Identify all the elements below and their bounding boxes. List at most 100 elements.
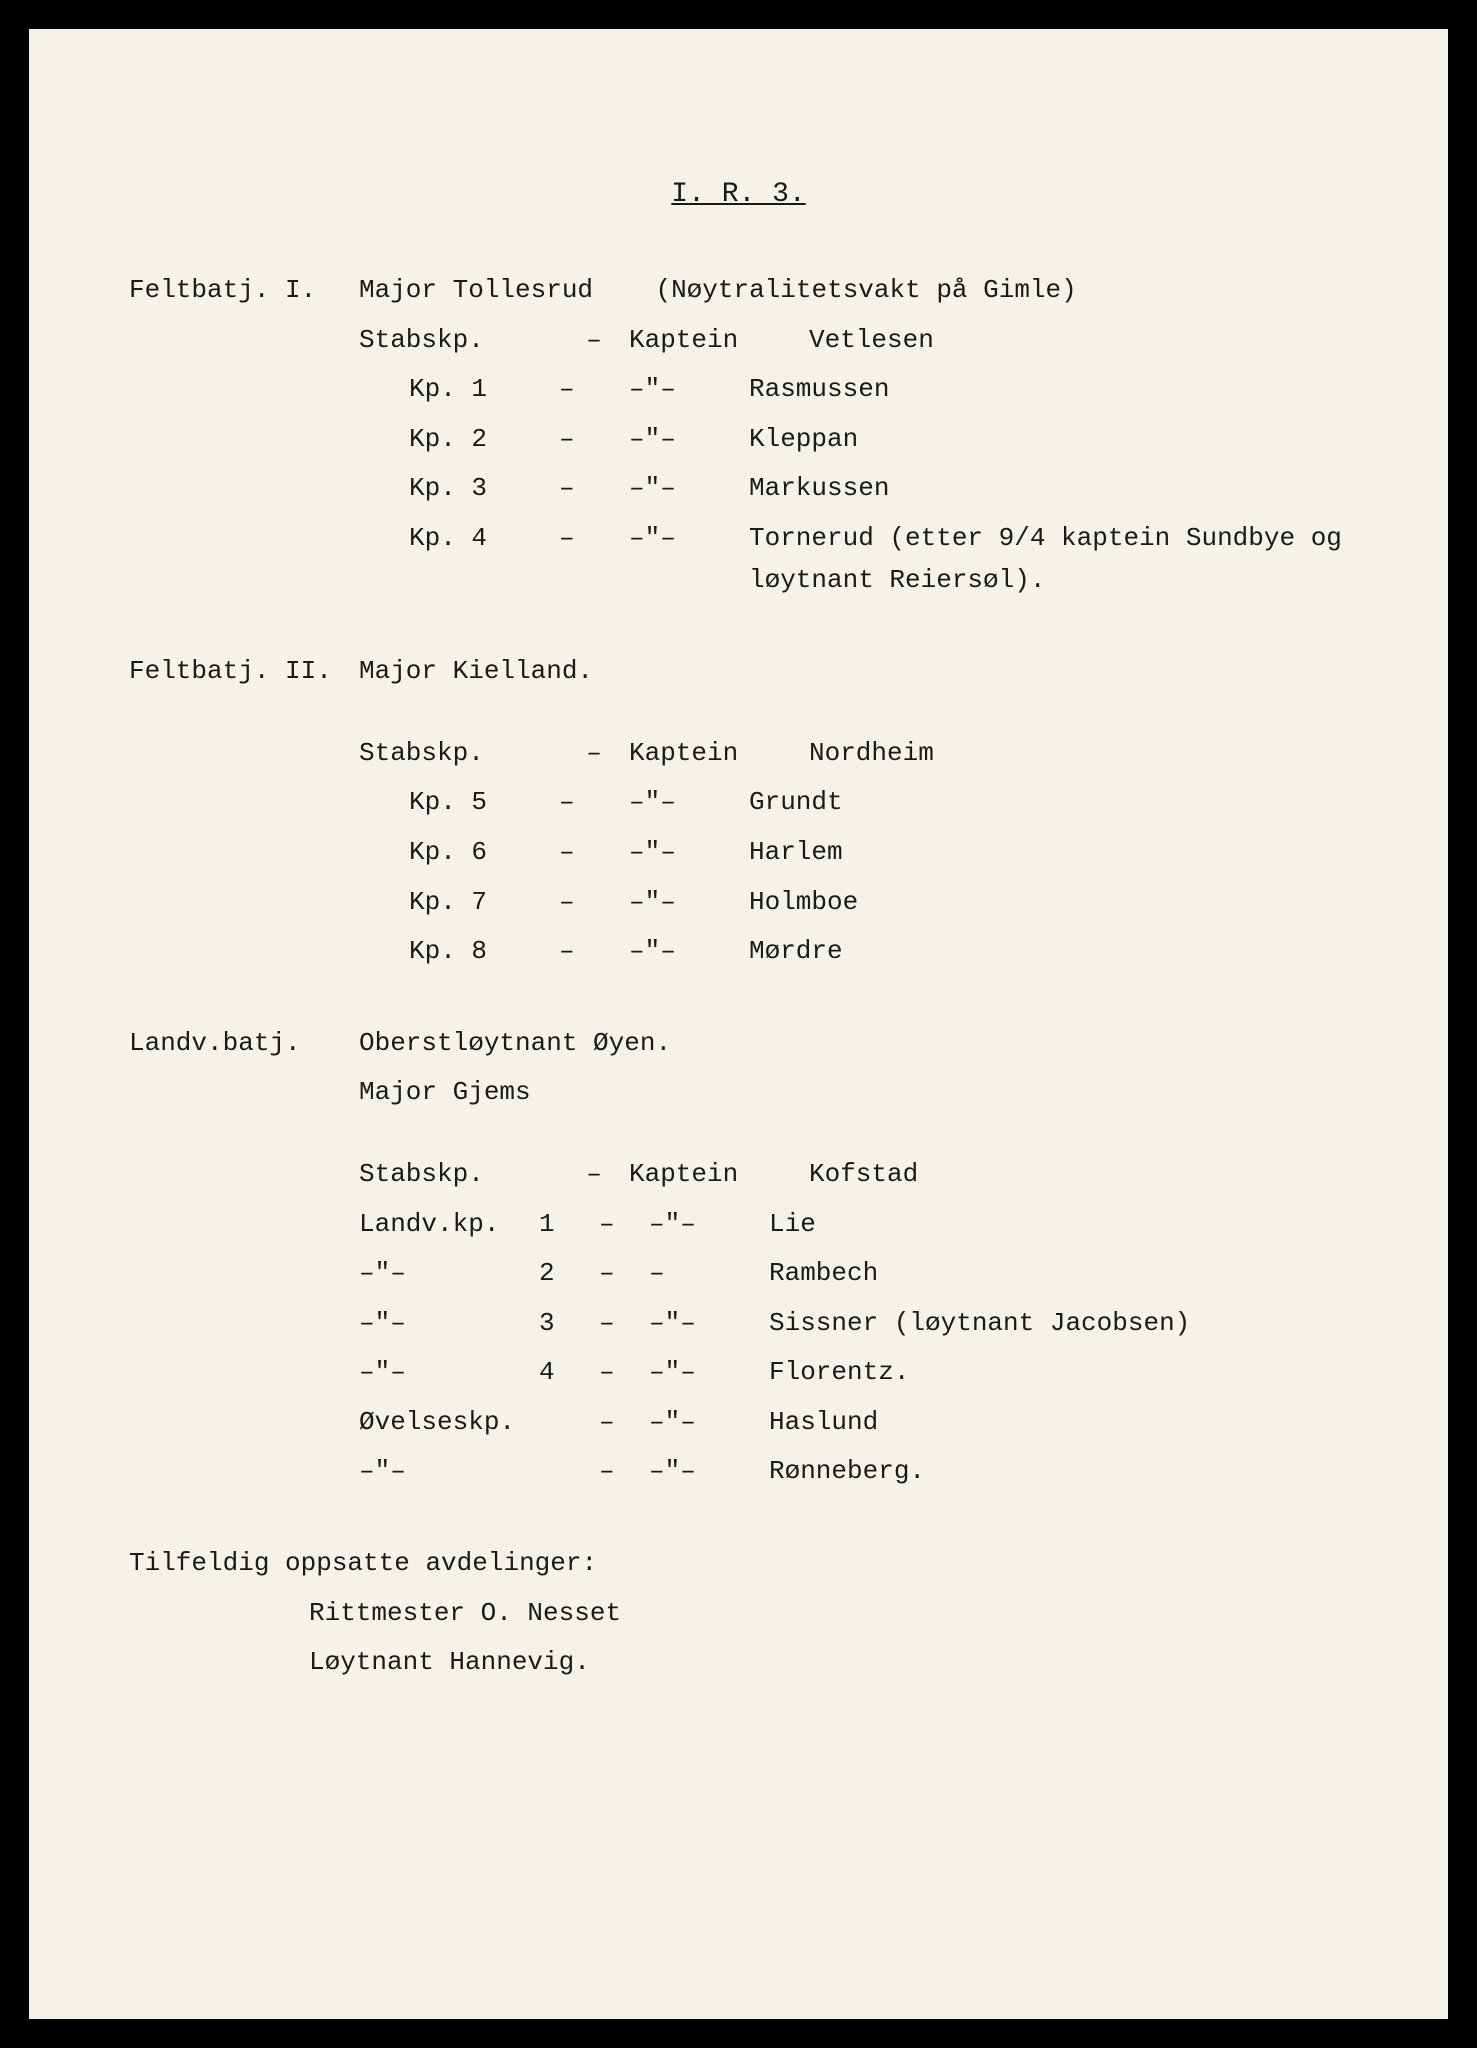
battalion-2-label: Feltbatj. II. (129, 651, 359, 693)
landvern-commander-2-row: Major Gjems (129, 1072, 1348, 1114)
ditto: –"– (629, 468, 749, 510)
company-row: Kp. 2––"–Kleppan (129, 419, 1348, 461)
dash: – (559, 733, 629, 775)
staff-name: Kofstad (809, 1154, 1348, 1196)
landvern-company-num: 1 (539, 1204, 599, 1246)
landvern-company-label: –"– (359, 1352, 539, 1394)
ditto: –"– (649, 1402, 769, 1444)
footer-line-2: Løytnant Hannevig. (129, 1642, 1348, 1684)
document-page: I. R. 3. Feltbatj. I. Major Tollesrud (N… (29, 29, 1448, 2019)
landvern-company-name: Rambech (769, 1253, 1348, 1295)
landvern-commander-1: Oberstløytnant Øyen. (359, 1023, 1348, 1065)
landvern-company-label: –"– (359, 1253, 539, 1295)
company-label: Kp. 8 (409, 931, 559, 973)
ditto: –"– (629, 518, 749, 601)
company-label: Kp. 7 (409, 882, 559, 924)
battalion-2-commander: Major Kielland. (359, 651, 1348, 693)
landvern-company-name: Lie (769, 1204, 1348, 1246)
battalion-1-section: Feltbatj. I. Major Tollesrud (Nøytralite… (129, 270, 1348, 601)
staff-unit-label: Stabskp. (359, 320, 559, 362)
company-name: Kleppan (749, 419, 1348, 461)
company-label: Kp. 5 (409, 782, 559, 824)
exercise-company-row: Øvelseskp.––"–Haslund (129, 1402, 1348, 1444)
company-row: Kp. 3––"–Markussen (129, 468, 1348, 510)
dash: – (559, 931, 629, 973)
dash: – (559, 320, 629, 362)
landvern-section: Landv.batj. Oberstløytnant Øyen. Major G… (129, 1023, 1348, 1493)
battalion-1-commander: Major Tollesrud (Nøytralitetsvakt på Gim… (359, 270, 1348, 312)
landvern-company-name: Florentz. (769, 1352, 1348, 1394)
battalion-1-staff: Stabskp. – Kaptein Vetlesen (129, 320, 1348, 362)
battalion-2-section: Feltbatj. II. Major Kielland. Stabskp. –… (129, 651, 1348, 973)
commander-name: Major Tollesrud (359, 275, 593, 305)
company-name: Holmboe (749, 882, 1348, 924)
company-row: Kp. 5––"–Grundt (129, 782, 1348, 824)
footer-heading: Tilfeldig oppsatte avdelinger: (129, 1543, 1348, 1585)
landvern-company-label: Landv.kp. (359, 1204, 539, 1246)
landvern-header: Landv.batj. Oberstløytnant Øyen. (129, 1023, 1348, 1065)
footer-line-1: Rittmester O. Nesset (129, 1593, 1348, 1635)
company-name: Rasmussen (749, 369, 1348, 411)
dash: – (599, 1303, 649, 1345)
ditto-or-dash: –"– (649, 1204, 769, 1246)
ditto: –"– (629, 419, 749, 461)
company-row: Kp. 7––"–Holmboe (129, 882, 1348, 924)
landvern-staff: Stabskp. – Kaptein Kofstad (129, 1154, 1348, 1196)
staff-name: Vetlesen (809, 320, 1348, 362)
landvern-company-num: 4 (539, 1352, 599, 1394)
landvern-company-row: Landv.kp.1––"–Lie (129, 1204, 1348, 1246)
ditto: –"– (629, 782, 749, 824)
commander-note: (Nøytralitetsvakt på Gimle) (655, 275, 1076, 305)
landvern-company-label: –"– (359, 1303, 539, 1345)
company-row: Kp. 1––"–Rasmussen (129, 369, 1348, 411)
staff-rank: Kaptein (629, 1154, 809, 1196)
landvern-commander-2: Major Gjems (359, 1072, 1348, 1114)
landvern-company-row: –"–3––"–Sissner (løytnant Jacobsen) (129, 1303, 1348, 1345)
ditto: –"– (629, 369, 749, 411)
battalion-1-label: Feltbatj. I. (129, 270, 359, 312)
battalion-2-header: Feltbatj. II. Major Kielland. (129, 651, 1348, 693)
company-label: Kp. 3 (409, 468, 559, 510)
company-name: Mørdre (749, 931, 1348, 973)
landvern-company-row: –"–4––"–Florentz. (129, 1352, 1348, 1394)
company-label: Kp. 1 (409, 369, 559, 411)
dash: – (599, 1253, 649, 1295)
dash: – (559, 1154, 629, 1196)
landvern-company-num: 3 (539, 1303, 599, 1345)
staff-name: Nordheim (809, 733, 1348, 775)
company-row: Kp. 4––"–Tornerud (etter 9/4 kaptein Sun… (129, 518, 1348, 601)
company-label: Kp. 2 (409, 419, 559, 461)
staff-rank: Kaptein (629, 733, 809, 775)
landvern-company-num: 2 (539, 1253, 599, 1295)
dash: – (559, 468, 629, 510)
staff-unit-label: Stabskp. (359, 1154, 559, 1196)
company-name: Harlem (749, 832, 1348, 874)
dash: – (559, 419, 629, 461)
landvern-label: Landv.batj. (129, 1023, 359, 1065)
company-row: Kp. 8––"–Mørdre (129, 931, 1348, 973)
ditto-or-dash: –"– (649, 1352, 769, 1394)
exercise-unit-label: –"– (359, 1451, 539, 1493)
company-label: Kp. 4 (409, 518, 559, 601)
document-title: I. R. 3. (129, 179, 1348, 210)
exercise-company-row: –"–––"–Rønneberg. (129, 1451, 1348, 1493)
battalion-2-staff: Stabskp. – Kaptein Nordheim (129, 733, 1348, 775)
company-name: Markussen (749, 468, 1348, 510)
dash: – (599, 1451, 649, 1493)
dash: – (599, 1204, 649, 1246)
landvern-company-row: –"–2––Rambech (129, 1253, 1348, 1295)
staff-unit-label: Stabskp. (359, 733, 559, 775)
staff-rank: Kaptein (629, 320, 809, 362)
dash: – (599, 1352, 649, 1394)
ditto: –"– (629, 882, 749, 924)
company-name: Tornerud (etter 9/4 kaptein Sundbye og l… (749, 518, 1348, 601)
dash: – (559, 369, 629, 411)
battalion-1-header: Feltbatj. I. Major Tollesrud (Nøytralite… (129, 270, 1348, 312)
landvern-company-name: Sissner (løytnant Jacobsen) (769, 1303, 1348, 1345)
ditto-or-dash: –"– (649, 1303, 769, 1345)
dash: – (559, 832, 629, 874)
dash: – (559, 782, 629, 824)
ditto: –"– (629, 931, 749, 973)
company-label: Kp. 6 (409, 832, 559, 874)
dash: – (559, 518, 629, 601)
